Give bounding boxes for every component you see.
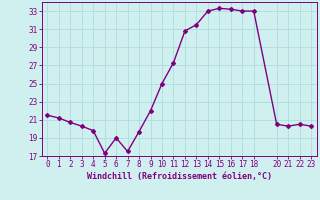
- X-axis label: Windchill (Refroidissement éolien,°C): Windchill (Refroidissement éolien,°C): [87, 172, 272, 181]
